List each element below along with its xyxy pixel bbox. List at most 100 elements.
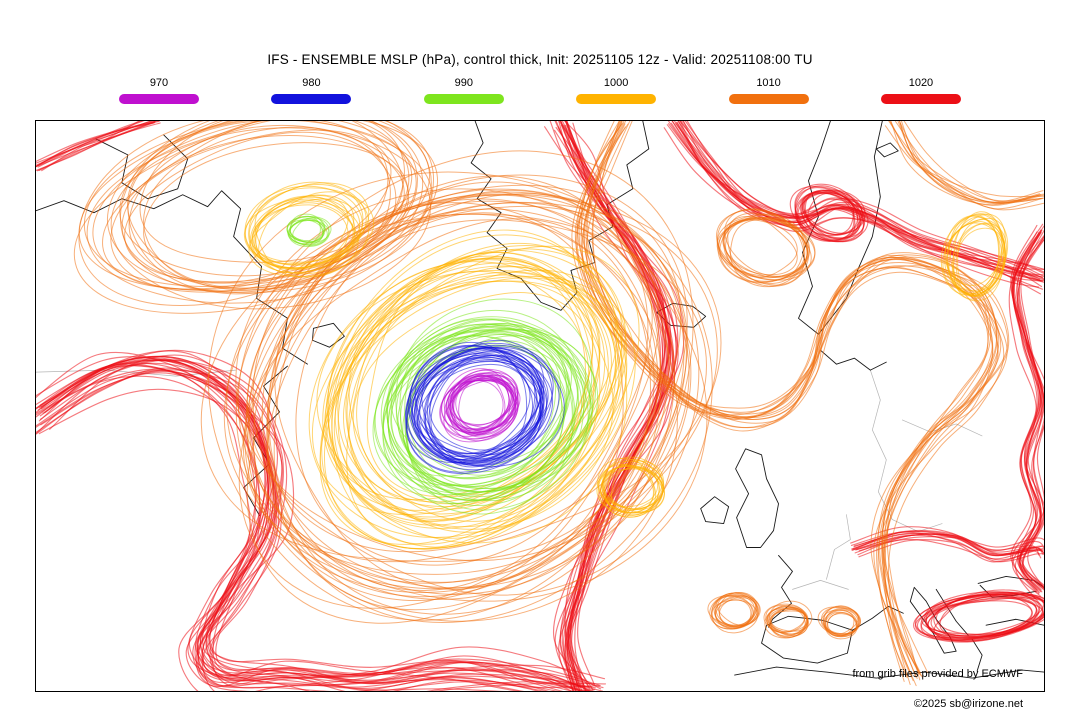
legend-label: 970 [149, 77, 169, 89]
isobar-1010 [716, 214, 806, 278]
isobar-1000 [327, 259, 587, 515]
legend-item-990: 990 [423, 77, 504, 104]
isobar-1020 [44, 350, 604, 689]
coastline [700, 496, 730, 525]
chart-title: IFS - ENSEMBLE MSLP (hPa), control thick… [267, 52, 813, 67]
isobar-1020 [939, 596, 1044, 637]
isobar-1020 [39, 349, 602, 690]
isobar-1000 [325, 229, 628, 544]
isobar-1020 [804, 189, 859, 235]
isobar-1010 [899, 122, 1044, 211]
isobar-1010 [716, 213, 805, 281]
coastline [768, 555, 793, 628]
isobar-970 [450, 375, 510, 431]
isobar-1010 [583, 121, 1002, 678]
legend-item-1000: 1000 [576, 77, 657, 104]
isobar-1000 [331, 234, 623, 529]
isobar-1000 [316, 269, 617, 533]
coastline [819, 349, 887, 371]
country-border [826, 514, 851, 580]
isobar-1010 [246, 205, 713, 596]
isobar-1020 [1011, 232, 1044, 597]
isobar-1000 [603, 465, 654, 514]
isobar-1010 [274, 184, 682, 590]
isobar-1020 [36, 362, 583, 691]
legend-swatch [119, 94, 199, 104]
isobar-1010 [888, 121, 1041, 202]
isobar-1010 [200, 198, 659, 562]
map-frame [35, 120, 1045, 692]
isobar-1010 [106, 121, 433, 294]
copyright-note: ©2025 sb@irizone.net [913, 698, 1023, 710]
isobar-1010 [208, 171, 688, 621]
isobar-1010 [580, 121, 992, 678]
isobar-1020 [925, 594, 1044, 642]
isobar-1020 [858, 536, 1044, 552]
isobar-1000 [607, 459, 665, 513]
isobar-990 [287, 217, 324, 245]
isobar-990 [373, 327, 580, 486]
isobar-1000 [251, 198, 361, 269]
isobar-1020 [914, 593, 1044, 639]
isobar-1020 [36, 121, 145, 168]
country-border [869, 369, 893, 520]
isobar-1020 [36, 121, 156, 168]
isobar-1010 [768, 607, 809, 637]
isobar-1000 [311, 244, 623, 516]
isobar-1010 [714, 595, 760, 629]
isobar-1020 [856, 538, 1044, 560]
isobar-990 [286, 219, 325, 243]
isobar-1020 [565, 121, 685, 686]
isobar-990 [397, 345, 569, 479]
isobar-1020 [853, 532, 1044, 552]
isobar-1010 [261, 200, 670, 583]
isobar-1020 [40, 369, 546, 691]
coastline [851, 605, 904, 631]
isobar-1000 [319, 277, 628, 550]
isobar-1020 [1010, 229, 1043, 593]
isobar-1010 [578, 121, 989, 678]
isobar-1020 [679, 121, 1044, 274]
isobar-1010 [580, 121, 1008, 681]
isobar-1000 [327, 261, 617, 522]
legend-item-1020: 1020 [880, 77, 961, 104]
isobar-990 [399, 323, 586, 496]
isobar-1010 [78, 121, 432, 292]
isobar-1020 [36, 121, 160, 162]
legend-swatch [271, 94, 352, 104]
isobar-1000 [957, 220, 1003, 292]
isobar-1010 [86, 121, 435, 304]
isobar-1010 [246, 201, 718, 624]
isobar-1010 [591, 121, 998, 677]
isobar-1020 [38, 388, 389, 691]
coastline [735, 448, 779, 548]
isobar-1020 [797, 192, 865, 243]
legend-item-970: 970 [119, 77, 199, 104]
legend-swatch [880, 94, 961, 104]
isobar-990 [289, 219, 325, 243]
isobar-1000 [949, 215, 1003, 297]
pressure-legend: 970 980 990 1000 1010 1020 [119, 77, 961, 104]
coastline [470, 121, 650, 311]
isobar-1010 [894, 121, 1044, 210]
isobar-1010 [226, 213, 692, 589]
isobar-990 [387, 333, 576, 507]
isobar-1020 [789, 185, 864, 237]
isobar-1020 [38, 122, 161, 172]
isobar-1010 [586, 121, 994, 682]
isobar-980 [406, 348, 544, 471]
isobar-1010 [707, 594, 755, 626]
legend-label: 990 [454, 77, 473, 89]
isobar-970 [449, 369, 520, 442]
isobar-1010 [237, 150, 694, 595]
isobar-1000 [328, 275, 636, 539]
isobar-1020 [1018, 235, 1044, 591]
isobar-1010 [890, 121, 1044, 198]
isobar-1010 [245, 193, 722, 563]
isobar-990 [390, 340, 557, 479]
isobar-1000 [248, 191, 370, 278]
isobar-1010 [252, 181, 708, 602]
isobar-1010 [820, 609, 858, 636]
isobar-980 [405, 351, 543, 464]
isobar-1010 [766, 604, 809, 634]
